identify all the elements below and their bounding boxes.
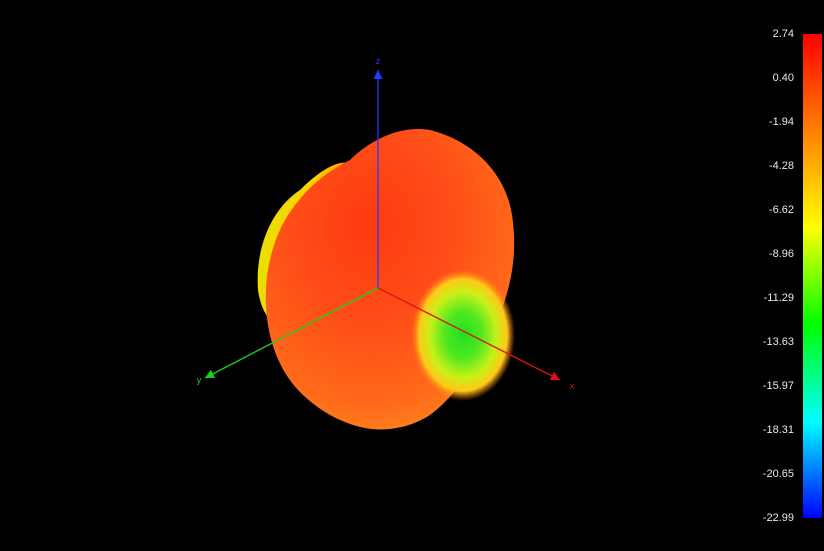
colorbar-tick-label: -13.63 (762, 336, 794, 348)
colorbar-tick-label: 0.40 (772, 72, 794, 84)
colorbar-tick-label: 2.74 (772, 28, 794, 40)
colorbar-tick-label: -4.28 (768, 160, 794, 172)
axis-y-arrowhead (205, 369, 216, 378)
axis-y-label: y (197, 375, 202, 385)
colorbar-tick-label: -8.96 (768, 248, 794, 260)
colorbar-tick-label: -11.29 (763, 292, 794, 304)
colorbar-tick-label: -1.94 (768, 116, 794, 128)
colorbar (803, 34, 822, 518)
axis-x-label: x (570, 381, 575, 391)
axis-z-arrowhead (373, 70, 383, 79)
colorbar-tick-label: -6.62 (768, 204, 794, 216)
axes-triad: z y x (197, 56, 575, 391)
colorbar-tick-label: -15.97 (762, 380, 794, 392)
axis-z-label: z (376, 56, 381, 66)
colorbar-tick-label: -22.99 (762, 512, 794, 524)
colorbar-tick-label: -18.31 (762, 424, 794, 436)
axis-x-line (377, 287, 561, 381)
colorbar-tick-label: -20.65 (762, 468, 794, 480)
pattern-null-region (411, 269, 515, 401)
axis-x-arrowhead (549, 371, 560, 380)
axis-y-line (204, 287, 379, 379)
